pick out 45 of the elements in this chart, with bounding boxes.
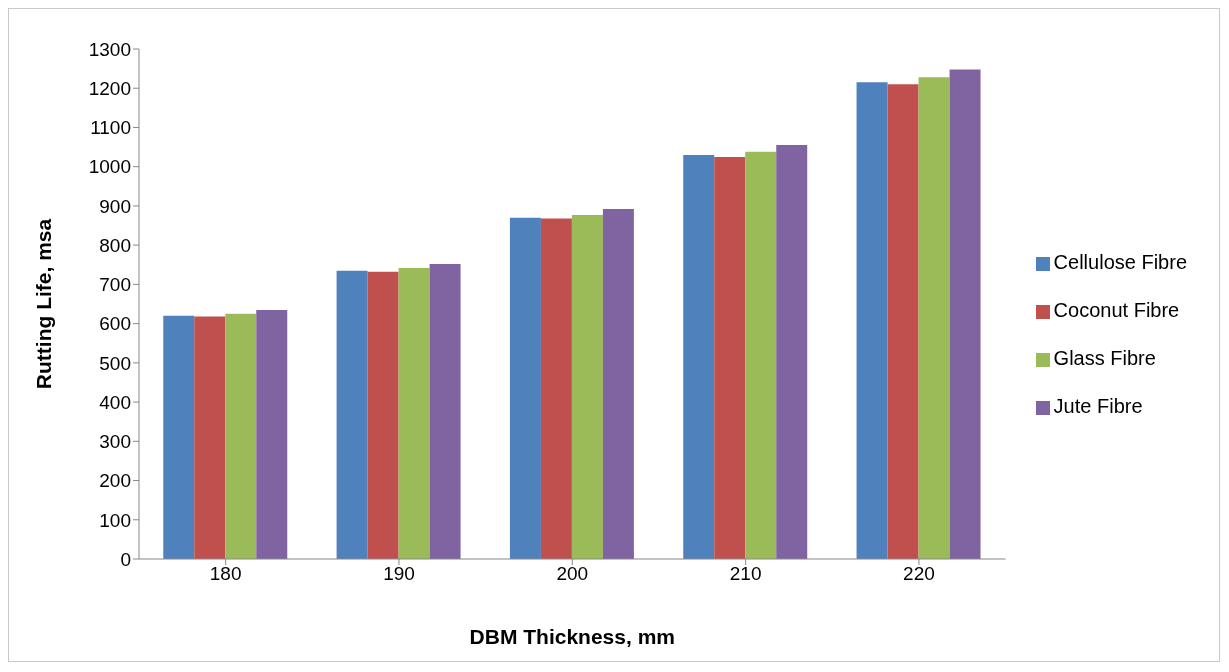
bar [225, 313, 257, 559]
y-axis-title: Rutting Life, msa [32, 218, 56, 390]
x-tick-label: 220 [903, 563, 935, 585]
legend-label: Jute Fibre [1053, 395, 1143, 417]
y-tick-label: 800 [99, 234, 131, 256]
y-tick-label: 600 [99, 313, 131, 335]
bar [714, 156, 746, 559]
bar [367, 271, 399, 559]
bar [776, 145, 808, 559]
y-tick-label: 1300 [88, 38, 131, 60]
bar [602, 209, 634, 559]
bar [429, 263, 461, 559]
x-tick-label: 190 [383, 563, 415, 585]
bar [336, 270, 368, 559]
bar [745, 151, 777, 559]
y-tick-label: 1100 [90, 117, 131, 139]
y-tick-label: 500 [99, 352, 131, 374]
bar [949, 69, 981, 559]
bar [571, 214, 603, 559]
legend-label: Glass Fibre [1053, 347, 1156, 369]
y-tick-label: 100 [99, 509, 131, 531]
legend-label: Coconut Fibre [1053, 299, 1180, 321]
bar [856, 82, 888, 559]
bar [163, 315, 195, 559]
y-tick-label: 200 [99, 470, 131, 492]
x-tick-label: 180 [209, 563, 242, 585]
bar [918, 77, 950, 559]
bar [683, 154, 715, 559]
y-tick-label: 0 [120, 548, 131, 570]
bar [194, 316, 226, 559]
y-tick-label: 300 [99, 431, 131, 453]
bar [887, 84, 919, 559]
x-tick-label: 210 [729, 563, 762, 585]
y-tick-label: 1200 [88, 77, 131, 99]
y-tick-label: 1000 [88, 156, 131, 178]
x-axis-title: DBM Thickness, mm [469, 624, 675, 648]
bar [540, 218, 572, 559]
bar [256, 309, 288, 559]
y-tick-label: 400 [99, 391, 131, 413]
bar [509, 217, 541, 559]
x-tick-label: 200 [556, 563, 589, 585]
y-tick-label: 700 [99, 274, 131, 296]
y-tick-label: 900 [99, 195, 131, 217]
bar [398, 267, 430, 559]
legend-label: Cellulose Fibre [1053, 251, 1187, 273]
